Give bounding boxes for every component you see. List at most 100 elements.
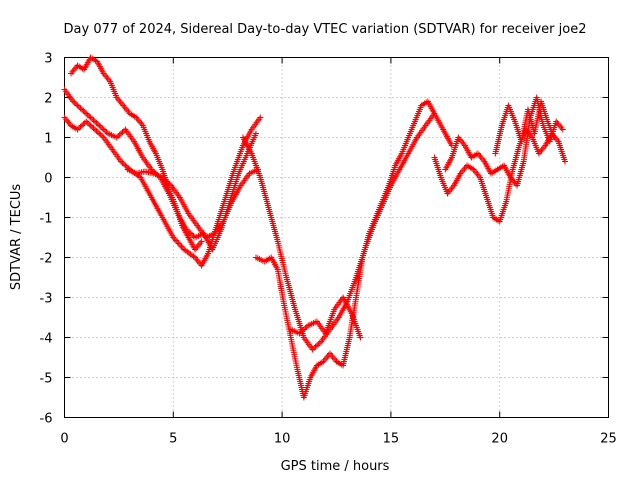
- series-6: [239, 110, 455, 353]
- data-point: [86, 121, 93, 128]
- data-point: [102, 127, 109, 134]
- data-point: [89, 115, 96, 122]
- data-point: [297, 329, 304, 336]
- data-point: [302, 325, 309, 332]
- data-point: [313, 342, 320, 349]
- data-point: [87, 114, 94, 121]
- data-point: [113, 134, 120, 141]
- data-point: [159, 174, 166, 181]
- data-point: [94, 129, 101, 136]
- data-point: [83, 118, 90, 125]
- chart-title: Day 077 of 2024, Sidereal Day-to-day VTE…: [64, 22, 587, 37]
- data-point: [179, 245, 186, 251]
- data-point: [252, 130, 259, 137]
- data-point: [165, 179, 172, 186]
- data-point: [300, 326, 307, 333]
- data-point: [91, 126, 98, 133]
- data-marks: [61, 54, 568, 401]
- data-point: [312, 343, 319, 350]
- y-tick-label: 1: [44, 132, 52, 147]
- data-point: [551, 134, 558, 141]
- data-point: [118, 130, 125, 137]
- data-point: [96, 130, 103, 137]
- y-tick-label: -3: [40, 292, 53, 307]
- data-point: [296, 330, 303, 337]
- data-point: [93, 127, 100, 134]
- y-ticks: -6 -5 -4 -3 -2 -1 0 1 2 3: [40, 52, 609, 427]
- data-point: [74, 126, 81, 133]
- y-tick-label: -6: [40, 412, 53, 427]
- data-point: [559, 126, 566, 133]
- data-point: [119, 159, 126, 166]
- data-point: [175, 240, 182, 247]
- y-tick-label: 0: [44, 172, 52, 187]
- data-point: [177, 242, 184, 248]
- data-point: [166, 181, 173, 188]
- data-point: [162, 177, 169, 184]
- grid: [64, 57, 609, 418]
- data-point: [309, 346, 316, 353]
- x-tick-label: 25: [600, 432, 617, 447]
- data-point: [84, 119, 91, 126]
- data-point: [198, 238, 205, 245]
- data-point: [89, 123, 96, 130]
- data-point: [97, 123, 104, 130]
- data-point: [96, 122, 103, 129]
- data-point: [86, 113, 93, 120]
- data-point: [74, 102, 81, 109]
- data-point: [78, 122, 85, 129]
- data-point: [561, 158, 568, 165]
- data-point: [357, 334, 364, 341]
- data-point: [123, 163, 130, 170]
- data-point: [78, 106, 85, 113]
- y-tick-label: 2: [44, 92, 52, 107]
- data-point: [186, 229, 193, 236]
- data-point: [311, 345, 318, 352]
- series-7: [287, 294, 364, 341]
- y-tick-label: -4: [40, 332, 53, 347]
- data-point: [76, 103, 83, 110]
- series-1: [61, 114, 264, 269]
- y-tick-label: -1: [40, 212, 53, 227]
- data-point: [76, 125, 83, 132]
- data-point: [77, 123, 84, 130]
- data-point: [184, 227, 191, 234]
- data-point: [178, 243, 185, 250]
- data-point: [189, 231, 196, 238]
- x-tick-label: 15: [383, 432, 400, 447]
- data-point: [80, 107, 87, 114]
- data-point: [83, 110, 90, 117]
- data-point: [163, 178, 170, 185]
- data-point: [316, 339, 323, 346]
- data-point: [116, 131, 123, 138]
- y-tick-label: -2: [40, 252, 53, 267]
- data-point: [100, 126, 107, 133]
- data-point: [99, 133, 106, 140]
- data-point: [91, 118, 98, 125]
- series-4: [124, 166, 262, 241]
- data-point: [94, 121, 101, 128]
- data-point: [97, 131, 104, 138]
- data-point: [87, 122, 94, 129]
- plot-frame: [64, 57, 609, 418]
- data-point: [303, 323, 310, 330]
- x-tick-label: 0: [60, 432, 68, 447]
- y-tick-label: 3: [44, 52, 52, 67]
- data-point: [187, 230, 194, 237]
- data-point: [174, 239, 181, 245]
- data-point: [81, 109, 88, 116]
- x-ticks: 0 5 10 15 20 25: [60, 57, 617, 447]
- data-point: [90, 125, 97, 132]
- y-axis-label: SDTVAR / TECUs: [9, 184, 24, 291]
- data-point: [257, 114, 264, 121]
- data-point: [70, 98, 77, 105]
- data-point: [315, 341, 322, 348]
- data-point: [99, 125, 106, 132]
- data-point: [119, 129, 126, 136]
- series-10: [492, 98, 558, 157]
- data-point: [103, 129, 110, 136]
- data-point: [120, 161, 127, 168]
- data-point: [84, 111, 91, 118]
- data-point: [90, 117, 97, 124]
